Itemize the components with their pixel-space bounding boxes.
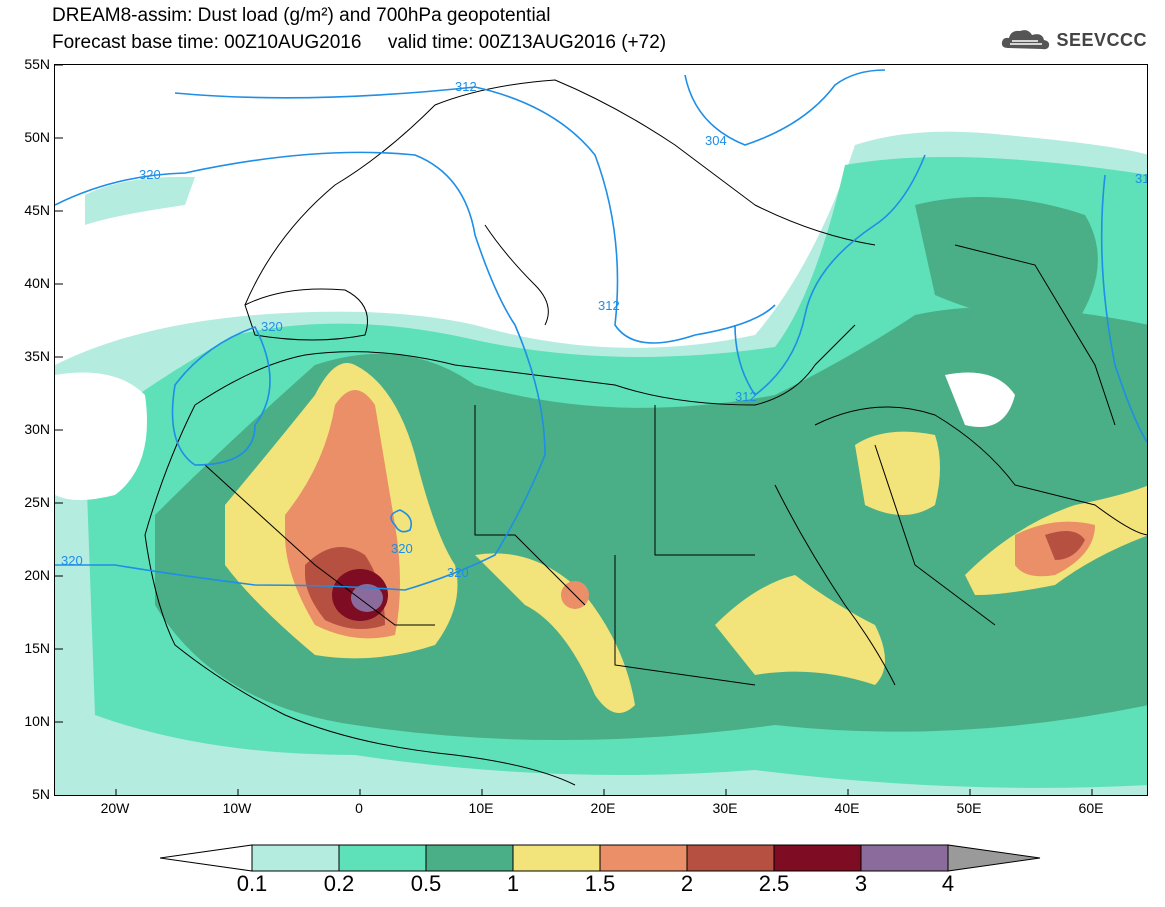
contour-label: 320 — [61, 553, 83, 568]
cloud-logo-icon — [1002, 30, 1050, 50]
dust-shade-1-arabia — [855, 431, 940, 515]
coastline-redsea — [774, 484, 896, 686]
legend-label: 0.1 — [236, 871, 268, 896]
lat-label: 25N — [24, 494, 50, 510]
clear-ocean-west — [55, 372, 147, 500]
contour-label: 320 — [261, 319, 283, 334]
lon-label: 10W — [222, 800, 252, 816]
clear-central-east — [945, 372, 1015, 427]
legend-label: 2.5 — [758, 871, 790, 896]
contour-label: 312 — [598, 298, 620, 313]
contour-label: 312 — [735, 389, 757, 404]
contour-label: 304 — [705, 133, 727, 148]
coastlines — [144, 79, 1147, 786]
lat-label: 5N — [32, 786, 50, 802]
contour-label: 320 — [447, 565, 469, 580]
lon-label: 20W — [100, 800, 130, 816]
legend-label: 4 — [941, 871, 955, 896]
logo-text: SEEVCCC — [1056, 29, 1147, 50]
coastline-italy — [484, 224, 549, 326]
legend-label: 1 — [506, 871, 520, 896]
seevccc-logo: SEEVCCC — [1000, 26, 1147, 54]
coastline-iberia — [244, 288, 368, 341]
dust-shade-3 — [351, 584, 383, 612]
color-legend: 0.1 0.2 0.5 1 1.5 2 2.5 3 4 — [159, 843, 1045, 903]
geopotential-contours — [55, 69, 1147, 591]
lon-label: 30E — [712, 800, 738, 816]
border-iran — [954, 244, 1116, 426]
lat-label: 45N — [24, 202, 50, 218]
border-sudan — [614, 555, 756, 686]
contour-label: 312 — [1135, 171, 1148, 186]
dust-shade-1-central — [475, 553, 635, 713]
contour-320-loop — [171, 326, 271, 466]
contour-320-small — [390, 509, 413, 533]
clear-areas — [55, 372, 1015, 500]
dust-shade-0-1-north — [85, 176, 195, 225]
legend-label: 1.5 — [584, 871, 616, 896]
legend-label: 0.2 — [323, 871, 355, 896]
coastline-africa-north — [194, 324, 856, 406]
legend-label: 0.5 — [410, 871, 442, 896]
contour-318-east — [1100, 174, 1147, 444]
border-egypt — [654, 405, 755, 556]
contour-312-north — [174, 86, 776, 344]
legend-label: 3 — [854, 871, 868, 896]
lat-label: 55N — [24, 56, 50, 72]
coastline-africa-west — [144, 404, 576, 786]
lat-label: 30N — [24, 421, 50, 437]
border-libya — [474, 405, 586, 606]
lon-label: 20E — [590, 800, 616, 816]
contour-312-east — [734, 154, 926, 397]
contour-304 — [684, 69, 886, 146]
lat-label: 35N — [24, 348, 50, 364]
lon-label: 10E — [468, 800, 494, 816]
legend-label: 2 — [680, 871, 694, 896]
coastline-arabia — [814, 406, 1147, 536]
lat-label: 20N — [24, 567, 50, 583]
dust-shade-1-redsea — [715, 575, 885, 685]
lat-label: 10N — [24, 713, 50, 729]
dust-load-field — [55, 131, 1147, 795]
contour-320-west — [55, 151, 546, 591]
legend-colorbar — [159, 844, 1041, 872]
lat-label: 50N — [24, 129, 50, 145]
coastline-europe — [244, 79, 876, 306]
lon-label: 50E — [956, 800, 982, 816]
contour-label: 320 — [391, 541, 413, 556]
axis-ticks — [55, 65, 1093, 795]
contour-label: 312 — [455, 79, 477, 94]
dust-shade-2-oman — [1045, 531, 1085, 560]
contour-label: 320 — [139, 167, 161, 182]
lat-label: 15N — [24, 640, 50, 656]
forecast-time-subtitle: Forecast base time: 00Z10AUG2016 valid t… — [52, 32, 667, 53]
lon-label: 40E — [834, 800, 860, 816]
contour-labels: 312 304 320 320 312 312 320 320 320 312 — [61, 79, 1148, 580]
border-saudi — [874, 444, 996, 626]
lat-label: 40N — [24, 275, 50, 291]
lon-label: 0 — [355, 800, 363, 816]
border-algeria-mali — [204, 464, 435, 626]
map-title: DREAM8-assim: Dust load (g/m²) and 700hP… — [52, 5, 551, 26]
dust-load-map: 312 304 320 320 312 312 320 320 320 312 — [54, 64, 1148, 796]
lon-label: 60E — [1078, 800, 1104, 816]
